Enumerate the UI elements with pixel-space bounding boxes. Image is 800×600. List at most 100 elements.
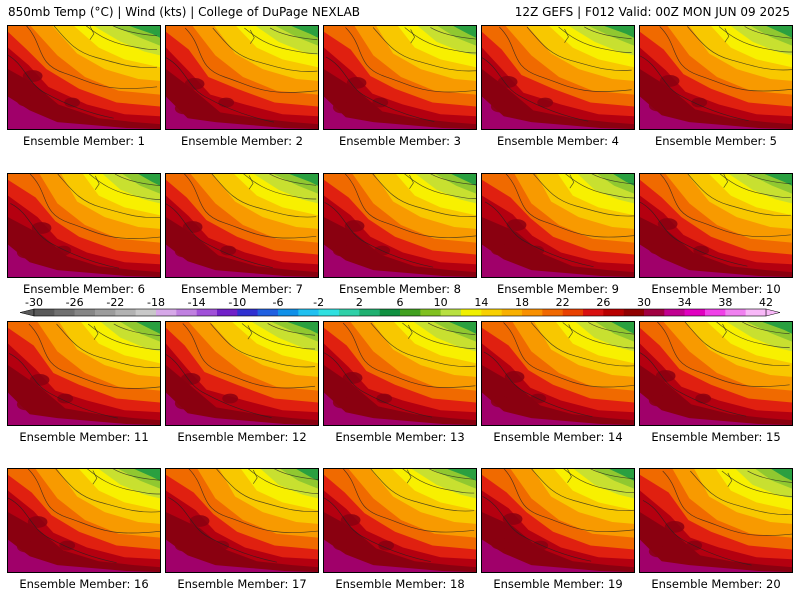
colorbar-tick-label: -14 bbox=[188, 296, 206, 309]
colorbar-segment bbox=[115, 309, 136, 316]
temperature-colorbar: -30 -26 -22 -18 -14 -10 -6 -2 2 6 10 14 18 22 26 30 34 38… bbox=[19, 296, 781, 317]
colorbar-segment bbox=[705, 309, 726, 316]
ensemble-member-map bbox=[639, 25, 793, 130]
colorbar-segment bbox=[278, 309, 299, 316]
ensemble-member-label: Ensemble Member: 8 bbox=[339, 282, 461, 296]
colorbar-segment bbox=[583, 309, 604, 316]
ensemble-member-label: Ensemble Member: 13 bbox=[335, 430, 465, 444]
colorbar-segment bbox=[664, 309, 685, 316]
ensemble-member-label: Ensemble Member: 12 bbox=[177, 430, 307, 444]
ensemble-member-map bbox=[323, 173, 477, 278]
colorbar-tick-label: -26 bbox=[66, 296, 84, 309]
colorbar-segment bbox=[542, 309, 563, 316]
colorbar-segment bbox=[562, 309, 584, 316]
ensemble-member-label: Ensemble Member: 15 bbox=[651, 430, 781, 444]
colorbar-segment bbox=[623, 309, 645, 316]
colorbar-high-arrow bbox=[765, 308, 781, 317]
ensemble-member-map bbox=[481, 25, 635, 130]
ensemble-member-map bbox=[165, 173, 319, 278]
colorbar-segment bbox=[74, 309, 96, 316]
colorbar-segment bbox=[156, 309, 177, 316]
colorbar-outline bbox=[33, 308, 767, 317]
ensemble-member-label: Ensemble Member: 17 bbox=[177, 577, 307, 591]
ensemble-member-label: Ensemble Member: 7 bbox=[181, 282, 303, 296]
colorbar-segment bbox=[196, 309, 218, 316]
colorbar-tick-label: 10 bbox=[434, 296, 448, 309]
colorbar-segment bbox=[54, 309, 75, 316]
ensemble-member-label: Ensemble Member: 2 bbox=[181, 134, 303, 148]
colorbar-segment bbox=[400, 309, 421, 316]
colorbar-segment bbox=[237, 309, 258, 316]
ensemble-member-map bbox=[165, 468, 319, 573]
colorbar-segment bbox=[644, 309, 665, 316]
colorbar-segment bbox=[522, 309, 543, 316]
colorbar-tick-label: -10 bbox=[228, 296, 246, 309]
ensemble-member-label: Ensemble Member: 4 bbox=[497, 134, 619, 148]
ensemble-member-map bbox=[639, 173, 793, 278]
ensemble-member-map bbox=[7, 25, 161, 130]
colorbar-segment bbox=[440, 309, 462, 316]
colorbar-low-arrow bbox=[19, 308, 35, 317]
colorbar-tick-label: 22 bbox=[556, 296, 570, 309]
ensemble-member-map bbox=[481, 468, 635, 573]
colorbar-tick-label: -22 bbox=[106, 296, 124, 309]
ensemble-member-map bbox=[323, 321, 477, 426]
colorbar-segment bbox=[481, 309, 502, 316]
ensemble-member-map bbox=[7, 173, 161, 278]
colorbar-segment bbox=[684, 309, 706, 316]
ensemble-member-map bbox=[481, 173, 635, 278]
ensemble-member-label: Ensemble Member: 19 bbox=[493, 577, 623, 591]
colorbar-segment bbox=[603, 309, 624, 316]
colorbar-tick-label: 38 bbox=[718, 296, 732, 309]
colorbar-segment bbox=[298, 309, 319, 316]
ensemble-member-map bbox=[639, 321, 793, 426]
model-run-valid-time: 12Z GEFS | F012 Valid: 00Z MON JUN 09 20… bbox=[514, 5, 790, 19]
colorbar-tick-label: 18 bbox=[515, 296, 529, 309]
colorbar-tick-label: 30 bbox=[637, 296, 651, 309]
ensemble-member-map bbox=[323, 468, 477, 573]
ensemble-member-label: Ensemble Member: 3 bbox=[339, 134, 461, 148]
colorbar-tick-label: -18 bbox=[147, 296, 165, 309]
colorbar-segment bbox=[95, 309, 116, 316]
ensemble-member-map bbox=[7, 468, 161, 573]
ensemble-member-label: Ensemble Member: 11 bbox=[19, 430, 149, 444]
colorbar-tick-label: -30 bbox=[25, 296, 43, 309]
colorbar-tick-label: 42 bbox=[759, 296, 773, 309]
colorbar-segment bbox=[257, 309, 279, 316]
colorbar-tick-label: -2 bbox=[313, 296, 324, 309]
map-title: 850mb Temp (°C) | Wind (kts) | College o… bbox=[8, 5, 361, 19]
colorbar-tick-label: -6 bbox=[273, 296, 284, 309]
colorbar-segment bbox=[34, 309, 55, 316]
ensemble-member-label: Ensemble Member: 6 bbox=[23, 282, 145, 296]
colorbar-tick-label: 34 bbox=[678, 296, 692, 309]
colorbar-segment bbox=[318, 309, 340, 316]
colorbar-segment bbox=[461, 309, 482, 316]
colorbar-segment bbox=[501, 309, 523, 316]
ensemble-member-map bbox=[323, 25, 477, 130]
ensemble-member-label: Ensemble Member: 16 bbox=[19, 577, 149, 591]
colorbar-segment bbox=[725, 309, 746, 316]
colorbar-tick-label: 26 bbox=[596, 296, 610, 309]
ensemble-member-label: Ensemble Member: 20 bbox=[651, 577, 781, 591]
colorbar-tick-label: 2 bbox=[356, 296, 363, 309]
ensemble-member-label: Ensemble Member: 1 bbox=[23, 134, 145, 148]
ensemble-member-map bbox=[639, 468, 793, 573]
colorbar-segment bbox=[359, 309, 380, 316]
colorbar-segment bbox=[339, 309, 360, 316]
ensemble-member-label: Ensemble Member: 18 bbox=[335, 577, 465, 591]
colorbar-segment bbox=[217, 309, 238, 316]
colorbar-tick-label: 6 bbox=[397, 296, 404, 309]
ensemble-member-map bbox=[7, 321, 161, 426]
ensemble-member-label: Ensemble Member: 10 bbox=[651, 282, 781, 296]
colorbar-tick-label: 14 bbox=[474, 296, 488, 309]
ensemble-member-map bbox=[165, 321, 319, 426]
ensemble-member-label: Ensemble Member: 14 bbox=[493, 430, 623, 444]
colorbar-segment bbox=[135, 309, 157, 316]
colorbar-segment bbox=[745, 309, 767, 316]
ensemble-member-map bbox=[165, 25, 319, 130]
colorbar-segment bbox=[420, 309, 441, 316]
ensemble-member-label: Ensemble Member: 5 bbox=[655, 134, 777, 148]
ensemble-member-label: Ensemble Member: 9 bbox=[497, 282, 619, 296]
colorbar-segment bbox=[176, 309, 197, 316]
colorbar-segment bbox=[379, 309, 401, 316]
